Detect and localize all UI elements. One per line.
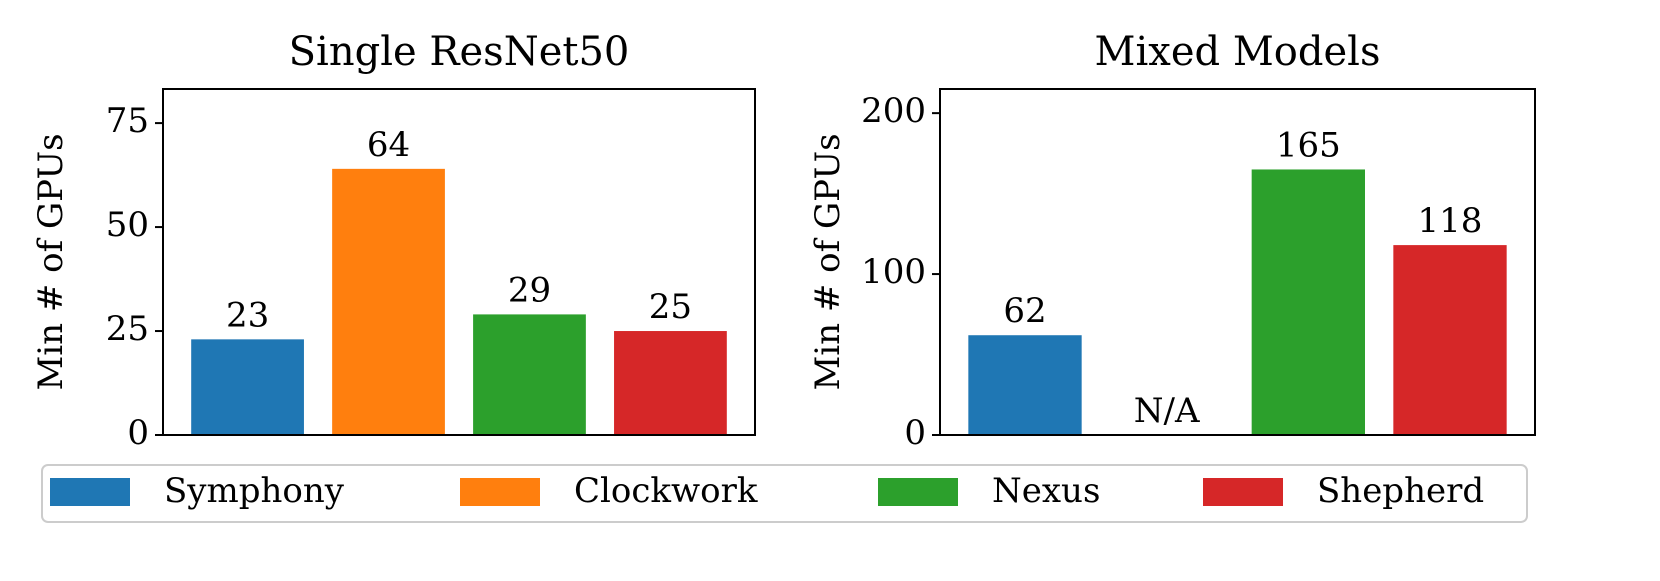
chart-title: Mixed Models — [1095, 29, 1381, 75]
legend-swatch — [1203, 478, 1283, 506]
value-label: N/A — [1134, 391, 1200, 431]
legend-label: Nexus — [992, 471, 1100, 511]
axes-frame — [939, 88, 1536, 436]
legend-swatch — [50, 478, 130, 506]
legend-frame — [41, 464, 1528, 523]
legend-swatch — [460, 478, 540, 506]
bar — [473, 314, 586, 435]
legend-label: Clockwork — [574, 471, 758, 511]
bar — [191, 339, 304, 435]
bar — [332, 168, 445, 435]
value-label: 25 — [649, 287, 692, 327]
y-tick-label: 0 — [904, 413, 926, 453]
value-label: 23 — [226, 295, 269, 335]
y-axis-label: Min # of GPUs — [31, 133, 71, 390]
y-tick-label: 25 — [106, 309, 149, 349]
y-tick-label: 75 — [106, 101, 149, 141]
value-label: 62 — [1003, 291, 1046, 331]
value-label: 165 — [1276, 125, 1341, 165]
bar — [968, 335, 1082, 435]
value-label: 118 — [1418, 201, 1483, 241]
chart-title: Single ResNet50 — [289, 29, 630, 75]
legend-swatch — [878, 478, 958, 506]
y-tick-label: 100 — [861, 252, 926, 292]
y-tick-label: 50 — [106, 205, 149, 245]
bar — [614, 331, 727, 435]
bar — [1393, 245, 1507, 435]
y-tick-label: 200 — [861, 91, 926, 131]
y-tick-label: 0 — [127, 413, 149, 453]
legend-label: Shepherd — [1317, 471, 1484, 511]
legend-label: Symphony — [164, 471, 345, 511]
bar — [1251, 169, 1365, 435]
y-axis-label: Min # of GPUs — [808, 133, 848, 390]
value-label: 29 — [508, 270, 551, 310]
axes-frame — [162, 88, 756, 436]
value-label: 64 — [367, 125, 410, 165]
